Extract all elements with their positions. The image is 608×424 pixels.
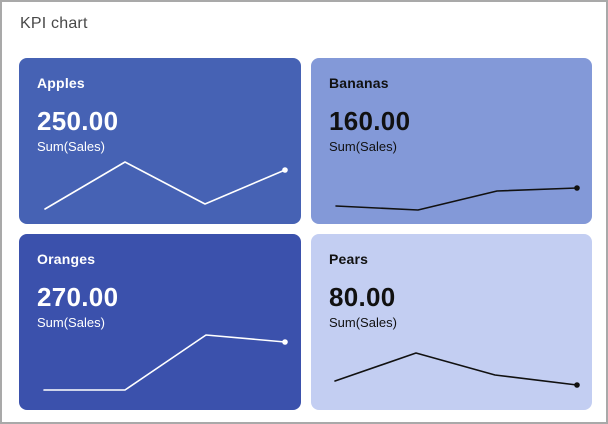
kpi-card-text: Oranges 270.00 Sum(Sales) [37,250,289,331]
kpi-title: Bananas [329,75,389,91]
kpi-grid: Apples 250.00 Sum(Sales) Bananas 160.00 … [19,58,592,410]
kpi-card-apples[interactable]: Apples 250.00 Sum(Sales) [19,58,301,224]
kpi-title: Oranges [37,251,96,267]
kpi-card-text: Apples 250.00 Sum(Sales) [37,74,289,155]
kpi-card-bananas[interactable]: Bananas 160.00 Sum(Sales) [311,58,592,224]
kpi-title: Pears [329,251,369,267]
kpi-value: 270.00 [37,282,119,312]
sparkline-apples [44,161,288,210]
page-title: KPI chart [20,15,88,32]
sparkline-pears [334,352,580,388]
kpi-measure-label: Sum(Sales) [37,139,105,154]
kpi-measure-label: Sum(Sales) [37,315,105,330]
kpi-card-text: Pears 80.00 Sum(Sales) [329,250,580,331]
kpi-value: 80.00 [329,282,396,312]
sparkline-oranges [43,334,288,391]
kpi-card-oranges[interactable]: Oranges 270.00 Sum(Sales) [19,234,301,410]
kpi-measure-label: Sum(Sales) [329,139,397,154]
kpi-title: Apples [37,75,85,91]
kpi-value: 250.00 [37,106,119,136]
kpi-measure-label: Sum(Sales) [329,315,397,330]
kpi-card-pears[interactable]: Pears 80.00 Sum(Sales) [311,234,592,410]
kpi-card-text: Bananas 160.00 Sum(Sales) [329,74,580,155]
sparkline-bananas [335,185,580,211]
kpi-value: 160.00 [329,106,411,136]
